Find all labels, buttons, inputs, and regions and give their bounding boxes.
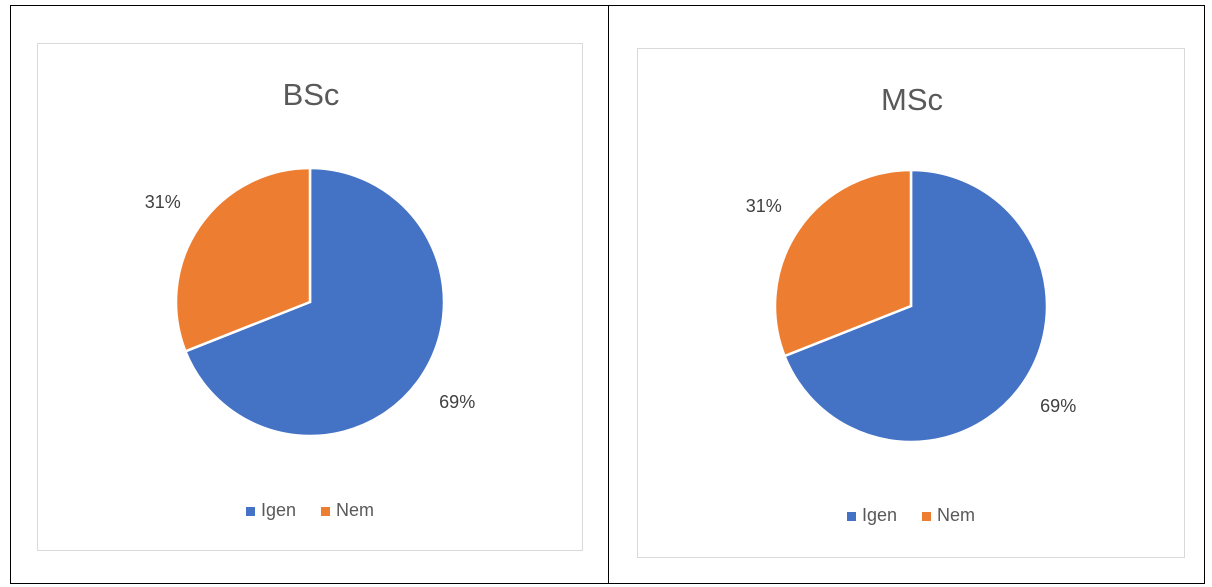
pie-chart-bsc: BSc 69% 31% Igen Nem (145, 77, 475, 520)
legend-label-nem: Nem (336, 500, 374, 520)
pie-slice-igen (782, 168, 1049, 444)
data-label-igen: 69% (1040, 396, 1076, 416)
legend-label-igen: Igen (862, 505, 897, 525)
legend-swatch-nem (922, 512, 931, 521)
chart-title: BSc (283, 77, 340, 112)
table-divider (608, 5, 609, 584)
legend: Igen Nem (246, 500, 374, 520)
table-frame (10, 5, 1205, 584)
pie-slice-nem (174, 166, 312, 353)
legend-label-igen: Igen (261, 500, 296, 520)
chart-msc: MSc 69% 31% Igen Nem (637, 48, 1185, 558)
legend-swatch-igen (246, 507, 255, 516)
chart-bsc: BSc 69% 31% Igen Nem (37, 43, 583, 551)
legend-swatch-nem (321, 507, 330, 516)
pie-chart-msc: MSc 69% 31% Igen Nem (746, 82, 1076, 525)
pie-slice-igen (183, 166, 446, 438)
data-label-nem: 31% (145, 192, 181, 212)
legend-label-nem: Nem (937, 505, 975, 525)
pie-slice-nem (773, 168, 913, 358)
chart-title: MSc (881, 82, 943, 117)
legend: Igen Nem (847, 505, 975, 525)
data-label-igen: 69% (439, 392, 475, 412)
data-label-nem: 31% (746, 196, 782, 216)
legend-swatch-igen (847, 512, 856, 521)
